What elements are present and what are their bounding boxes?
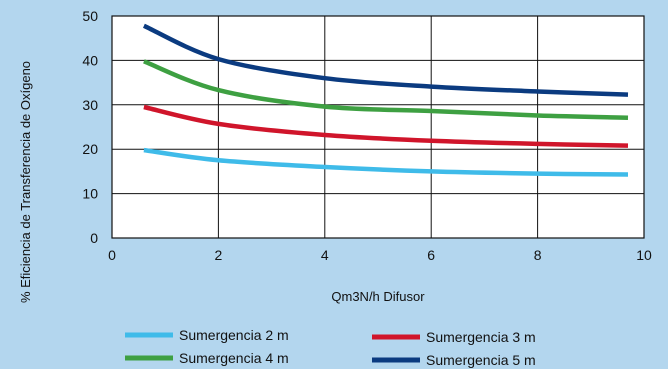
y-tick-label: 50 [82, 8, 98, 24]
legend-label: Sumergencia 3 m [426, 329, 536, 345]
legend-label: Sumergencia 4 m [179, 350, 289, 366]
legend: Sumergencia 2 m Sumergencia 3 m Sumergenci… [125, 327, 536, 368]
y-tick-label: 40 [82, 52, 98, 68]
plot-frame [111, 15, 645, 239]
series-lines [142, 23, 629, 177]
legend-label: Sumergencia 5 m [426, 352, 536, 368]
x-tick-label: 2 [215, 247, 223, 263]
y-tick-label: 0 [90, 230, 98, 246]
tick-labels: 0 2 4 6 8 10 0 10 20 30 40 50 [82, 8, 652, 263]
legend-label: Sumergencia 2 m [179, 327, 289, 343]
series-line-2 [143, 104, 629, 148]
series-line-4 [142, 23, 629, 97]
x-tick-label: 6 [427, 247, 435, 263]
x-tick-label: 0 [108, 247, 116, 263]
y-tick-label: 20 [82, 141, 98, 157]
y-axis-label: % Eficiencia de Transferencia de Oxígeno [18, 61, 33, 303]
x-tick-label: 10 [636, 247, 652, 263]
x-tick-label: 4 [321, 247, 329, 263]
y-tick-label: 10 [82, 186, 98, 202]
x-tick-label: 8 [534, 247, 542, 263]
series-line-1 [143, 147, 629, 177]
x-axis-label: Qm3N/h Difusor [331, 289, 425, 304]
y-tick-label: 30 [82, 97, 98, 113]
series-line-3 [143, 59, 629, 120]
